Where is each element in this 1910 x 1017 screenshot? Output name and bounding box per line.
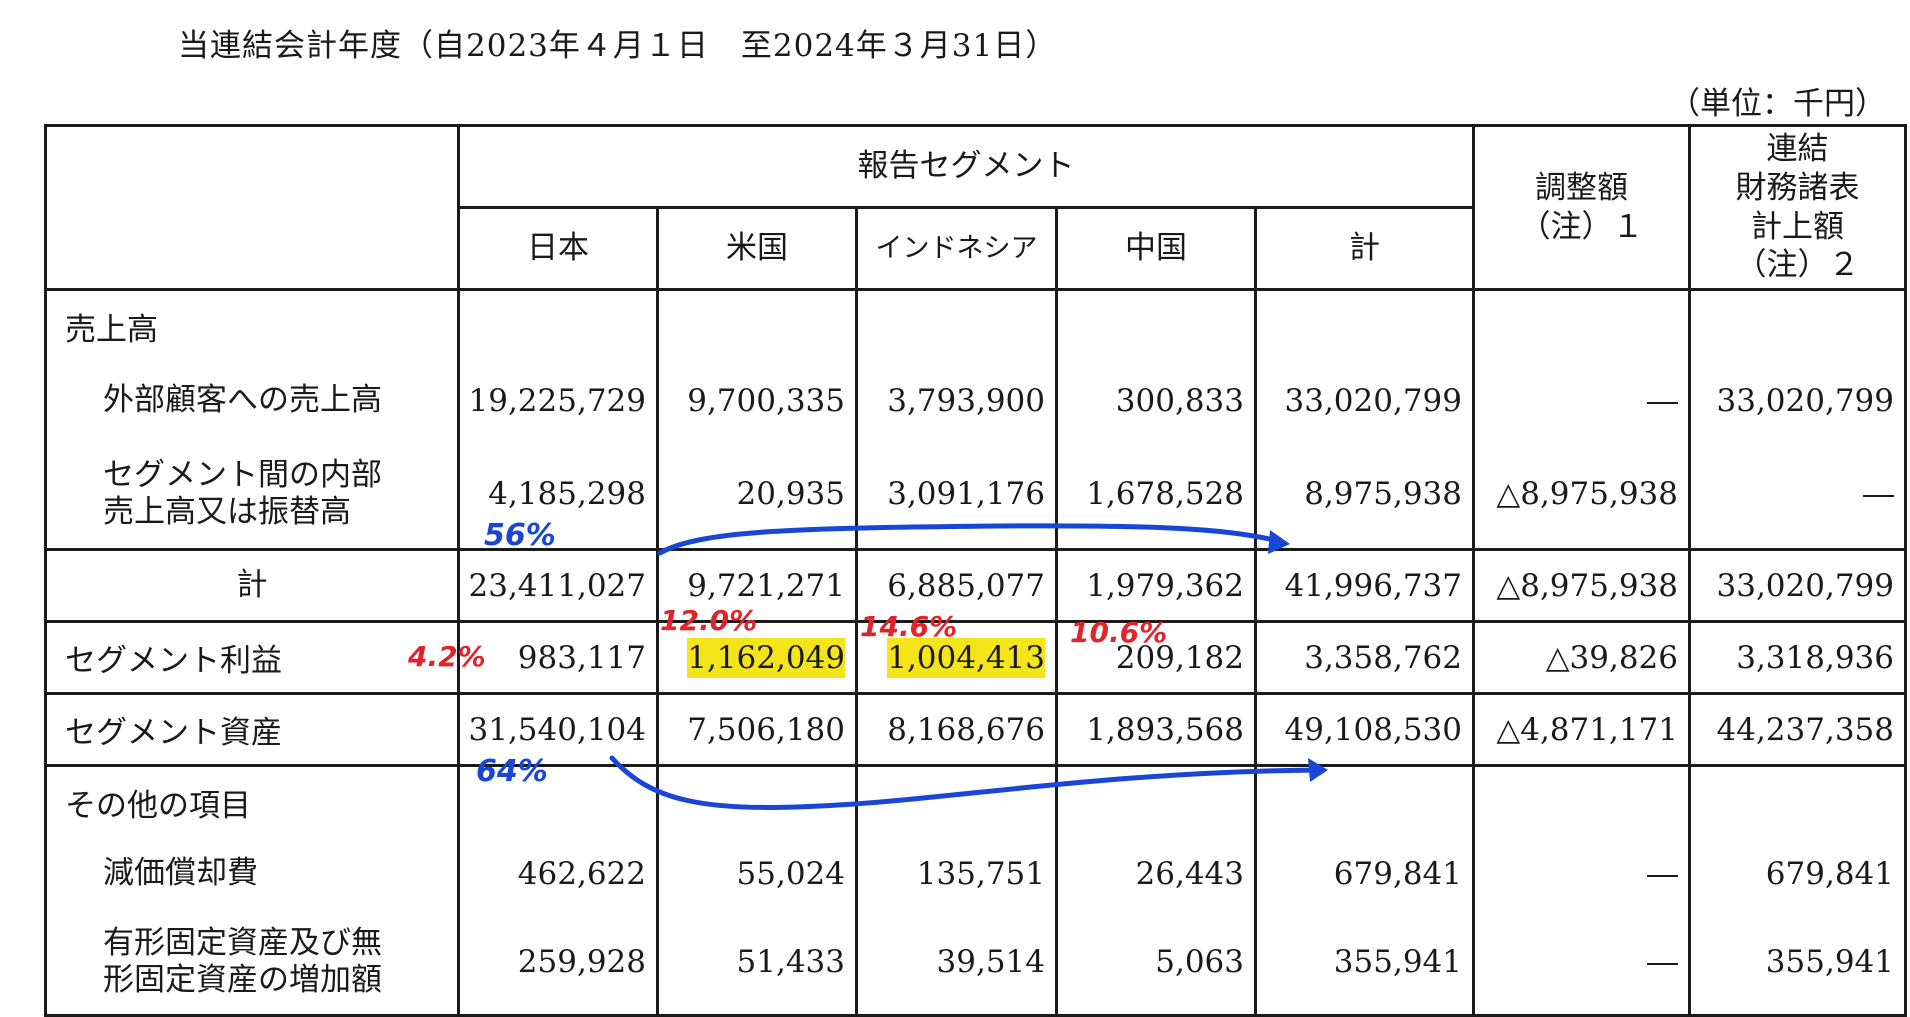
- header-consolidated-line3: 計上額: [1751, 208, 1844, 245]
- row-total-label: 計: [44, 548, 460, 623]
- header-consolidated-line1: 連結: [1766, 131, 1829, 167]
- intersegment-china: 1,678,528: [1055, 439, 1257, 551]
- header-us: 米国: [656, 206, 858, 291]
- intersegment-total: 8,975,938: [1254, 439, 1475, 551]
- segment-table: 報告セグメント 調整額 （注）１ 連結 財務諸表 計上額 （注）２ 日本 米国 …: [44, 124, 1907, 1017]
- profit-total: 3,358,762: [1254, 620, 1475, 695]
- header-indonesia: インドネシア: [855, 206, 1058, 291]
- depreciation-japan: 462,622: [457, 837, 659, 910]
- capex-adjustment: ―: [1472, 909, 1691, 1017]
- total-consolidated: 33,020,799: [1688, 548, 1907, 623]
- profit-consolidated: 3,318,936: [1688, 620, 1907, 695]
- row-profit-label: セグメント利益: [44, 620, 460, 695]
- assets-china: 1,893,568: [1055, 692, 1257, 767]
- total-indonesia: 6,885,077: [855, 548, 1058, 623]
- assets-us: 7,506,180: [656, 692, 858, 767]
- total-japan: 23,411,027: [457, 548, 659, 623]
- header-consolidated-line4: （注）２: [1735, 247, 1860, 284]
- japan-sales-share-note: 56%: [484, 518, 556, 553]
- china-margin-note: 10.6%: [1070, 616, 1168, 649]
- japan-assets-share-note: 64%: [476, 754, 548, 789]
- external-indonesia: 3,793,900: [855, 361, 1058, 440]
- header-japan: 日本: [457, 206, 659, 291]
- depreciation-consolidated: 679,841: [1688, 837, 1907, 910]
- capex-japan: 259,928: [457, 909, 659, 1017]
- assets-adjustment: △4,871,171: [1472, 692, 1691, 767]
- row-external-label: 外部顧客への売上高: [44, 361, 460, 440]
- us-margin-note: 12.0%: [660, 604, 758, 637]
- japan-margin-note: 4.2%: [408, 640, 486, 673]
- external-us: 9,700,335: [656, 361, 858, 440]
- header-reporting-segments: 報告セグメント: [457, 124, 1475, 209]
- header-consolidated-line2: 財務諸表: [1735, 169, 1860, 206]
- profit-china: 209,182: [1055, 620, 1257, 695]
- header-total: 計: [1254, 206, 1475, 291]
- depreciation-china: 26,443: [1055, 837, 1257, 910]
- row-capex-line2: 形固定資産の増加額: [103, 961, 382, 998]
- depreciation-us: 55,024: [656, 837, 858, 910]
- profit-indonesia-cell: 1,004,413: [855, 620, 1058, 695]
- depreciation-total: 679,841: [1254, 837, 1475, 910]
- capex-consolidated: 355,941: [1688, 909, 1907, 1017]
- profit-us: 1,162,049: [687, 637, 845, 678]
- total-china: 1,979,362: [1055, 548, 1257, 623]
- header-consolidated: 連結 財務諸表 計上額 （注）２: [1688, 124, 1907, 291]
- capex-us: 51,433: [656, 909, 858, 1017]
- profit-adjustment: △39,826: [1472, 620, 1691, 695]
- assets-total: 49,108,530: [1254, 692, 1475, 767]
- capex-indonesia: 39,514: [855, 909, 1058, 1017]
- intersegment-indonesia: 3,091,176: [855, 439, 1058, 551]
- intersegment-japan: 4,185,298: [457, 439, 659, 551]
- row-intersegment-line1: セグメント間の内部: [103, 456, 382, 493]
- profit-indonesia: 1,004,413: [887, 637, 1045, 678]
- assets-indonesia: 8,168,676: [855, 692, 1058, 767]
- external-adjustment: ―: [1472, 361, 1691, 440]
- row-intersegment-line2: 売上高又は振替高: [103, 493, 351, 530]
- header-china: 中国: [1055, 206, 1257, 291]
- assets-japan: 31,540,104: [457, 692, 659, 767]
- total-adjustment: △8,975,938: [1472, 548, 1691, 623]
- external-china: 300,833: [1055, 361, 1257, 440]
- capex-total: 355,941: [1254, 909, 1475, 1017]
- indonesia-margin-note: 14.6%: [860, 610, 958, 643]
- row-intersegment-label: セグメント間の内部 売上高又は振替高: [44, 439, 460, 551]
- external-total: 33,020,799: [1254, 361, 1475, 440]
- row-sales-label: 売上高: [44, 288, 460, 362]
- row-capex-label: 有形固定資産及び無 形固定資産の増加額: [44, 909, 460, 1017]
- fiscal-period-title: 当連結会計年度（自2023年４月１日 至2024年３月31日）: [178, 28, 1058, 64]
- row-depreciation-label: 減価償却費: [44, 837, 460, 910]
- total-us: 9,721,271: [656, 548, 858, 623]
- external-consolidated: 33,020,799: [1688, 361, 1907, 440]
- row-assets-label: セグメント資産: [44, 692, 460, 767]
- intersegment-consolidated: ―: [1688, 439, 1907, 551]
- depreciation-adjustment: ―: [1472, 837, 1691, 910]
- header-adjustment-line2: （注）１: [1519, 208, 1644, 245]
- unit-label: （単位：千円）: [1669, 86, 1886, 122]
- assets-consolidated: 44,237,358: [1688, 692, 1907, 767]
- total-total: 41,996,737: [1254, 548, 1475, 623]
- profit-japan: 983,117: [457, 620, 659, 695]
- depreciation-indonesia: 135,751: [855, 837, 1058, 910]
- header-corner: [44, 124, 460, 291]
- row-other-label: その他の項目: [44, 764, 460, 838]
- intersegment-us: 20,935: [656, 439, 858, 551]
- header-adjustment-line1: 調整額: [1535, 169, 1628, 206]
- external-japan: 19,225,729: [457, 361, 659, 440]
- header-adjustment: 調整額 （注）１: [1472, 124, 1691, 291]
- profit-us-cell: 1,162,049: [656, 620, 858, 695]
- intersegment-adjustment: △8,975,938: [1472, 439, 1691, 551]
- row-capex-line1: 有形固定資産及び無: [103, 924, 382, 961]
- capex-china: 5,063: [1055, 909, 1257, 1017]
